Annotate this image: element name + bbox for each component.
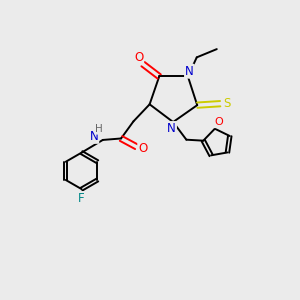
Text: O: O xyxy=(134,51,143,64)
Text: N: N xyxy=(167,122,176,135)
Text: O: O xyxy=(138,142,148,155)
Text: O: O xyxy=(214,117,223,127)
Text: N: N xyxy=(185,65,194,78)
Text: H: H xyxy=(95,124,103,134)
Text: F: F xyxy=(78,192,85,205)
Text: N: N xyxy=(90,130,98,143)
Text: S: S xyxy=(223,97,230,110)
